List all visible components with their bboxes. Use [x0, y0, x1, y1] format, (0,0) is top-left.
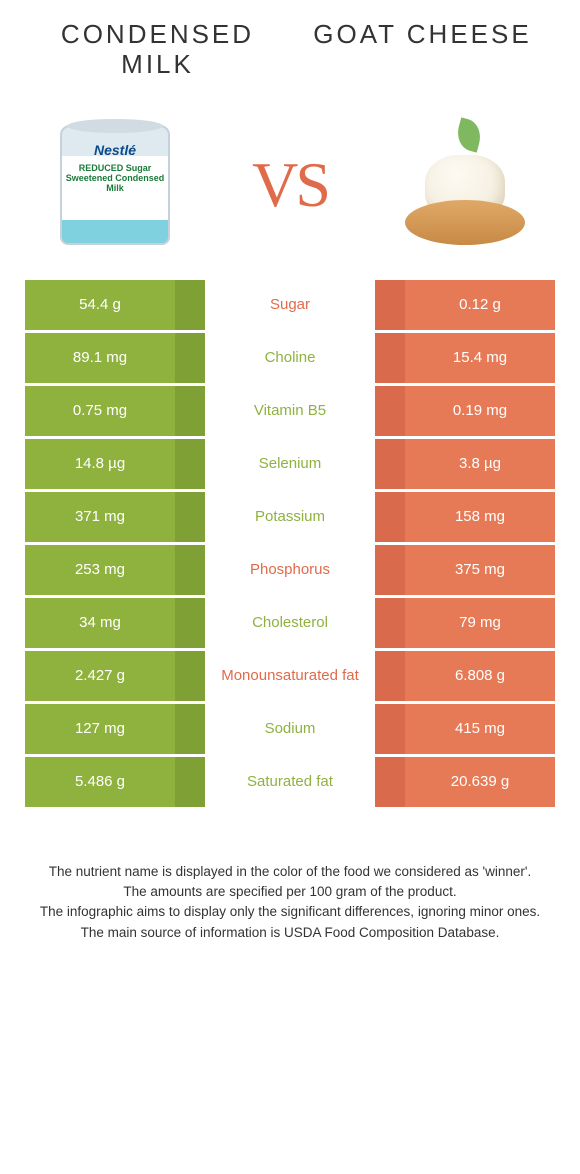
table-row: 5.486 g Saturated fat 20.639 g	[25, 757, 555, 807]
nutrient-name: Potassium	[205, 492, 375, 542]
right-value: 6.808 g	[405, 651, 555, 701]
left-value: 34 mg	[25, 598, 175, 648]
table-row: 34 mg Cholesterol 79 mg	[25, 598, 555, 648]
left-shade	[175, 386, 205, 436]
right-shade	[375, 598, 405, 648]
nutrient-name: Selenium	[205, 439, 375, 489]
goat-cheese-icon	[395, 120, 535, 250]
right-value: 0.12 g	[405, 280, 555, 330]
right-shade	[375, 439, 405, 489]
nutrient-name: Cholesterol	[205, 598, 375, 648]
images-row: Nestlé REDUCED Sugar Sweetened Condensed…	[25, 120, 555, 250]
vs-badge: VS	[252, 148, 328, 222]
table-row: 253 mg Phosphorus 375 mg	[25, 545, 555, 595]
left-value: 89.1 mg	[25, 333, 175, 383]
right-shade	[375, 492, 405, 542]
right-value: 20.639 g	[405, 757, 555, 807]
right-shade	[375, 333, 405, 383]
right-value: 158 mg	[405, 492, 555, 542]
table-row: 14.8 µg Selenium 3.8 µg	[25, 439, 555, 489]
footer-line-2: The amounts are specified per 100 gram o…	[35, 882, 545, 902]
header-row: CONDENSED MILK GOAT CHEESE	[25, 20, 555, 80]
left-value: 253 mg	[25, 545, 175, 595]
table-row: 371 mg Potassium 158 mg	[25, 492, 555, 542]
right-shade	[375, 545, 405, 595]
right-value: 0.19 mg	[405, 386, 555, 436]
footer-line-1: The nutrient name is displayed in the co…	[35, 862, 545, 882]
left-value: 0.75 mg	[25, 386, 175, 436]
nutrient-name: Sugar	[205, 280, 375, 330]
basil-leaf-icon	[454, 117, 485, 152]
footer-text: The nutrient name is displayed in the co…	[25, 862, 555, 943]
left-value: 2.427 g	[25, 651, 175, 701]
right-shade	[375, 651, 405, 701]
footer-line-3: The infographic aims to display only the…	[35, 902, 545, 922]
nutrient-name: Saturated fat	[205, 757, 375, 807]
right-value: 415 mg	[405, 704, 555, 754]
footer-line-4: The main source of information is USDA F…	[35, 923, 545, 943]
left-value: 371 mg	[25, 492, 175, 542]
left-shade	[175, 280, 205, 330]
cutting-board-icon	[405, 200, 525, 245]
right-shade	[375, 386, 405, 436]
right-value: 3.8 µg	[405, 439, 555, 489]
nutrient-name: Vitamin B5	[205, 386, 375, 436]
can-sub: REDUCED Sugar Sweetened Condensed Milk	[62, 164, 168, 194]
right-food-image	[390, 120, 540, 250]
right-shade	[375, 704, 405, 754]
right-shade	[375, 757, 405, 807]
left-food-image: Nestlé REDUCED Sugar Sweetened Condensed…	[40, 120, 190, 250]
infographic-wrapper: CONDENSED MILK GOAT CHEESE Nestlé REDUCE…	[0, 0, 580, 963]
nutrient-name: Sodium	[205, 704, 375, 754]
table-row: 127 mg Sodium 415 mg	[25, 704, 555, 754]
left-value: 127 mg	[25, 704, 175, 754]
left-food-title: CONDENSED MILK	[43, 20, 273, 80]
left-shade	[175, 651, 205, 701]
right-value: 375 mg	[405, 545, 555, 595]
table-row: 0.75 mg Vitamin B5 0.19 mg	[25, 386, 555, 436]
left-shade	[175, 333, 205, 383]
table-row: 54.4 g Sugar 0.12 g	[25, 280, 555, 330]
left-shade	[175, 492, 205, 542]
table-row: 2.427 g Monounsaturated fat 6.808 g	[25, 651, 555, 701]
can-brand: Nestlé	[94, 142, 136, 158]
left-shade	[175, 757, 205, 807]
nutrient-name: Monounsaturated fat	[205, 651, 375, 701]
left-shade	[175, 598, 205, 648]
left-value: 14.8 µg	[25, 439, 175, 489]
left-shade	[175, 704, 205, 754]
nutrient-name: Phosphorus	[205, 545, 375, 595]
table-row: 89.1 mg Choline 15.4 mg	[25, 333, 555, 383]
left-shade	[175, 545, 205, 595]
right-value: 79 mg	[405, 598, 555, 648]
right-value: 15.4 mg	[405, 333, 555, 383]
right-food-title: GOAT CHEESE	[308, 20, 538, 50]
nutrient-name: Choline	[205, 333, 375, 383]
left-value: 54.4 g	[25, 280, 175, 330]
left-value: 5.486 g	[25, 757, 175, 807]
left-shade	[175, 439, 205, 489]
nutrient-table: 54.4 gSugar0.12 g89.1 mgCholine15.4 mg0.…	[25, 280, 555, 807]
condensed-milk-can-icon: Nestlé REDUCED Sugar Sweetened Condensed…	[60, 125, 170, 245]
right-shade	[375, 280, 405, 330]
